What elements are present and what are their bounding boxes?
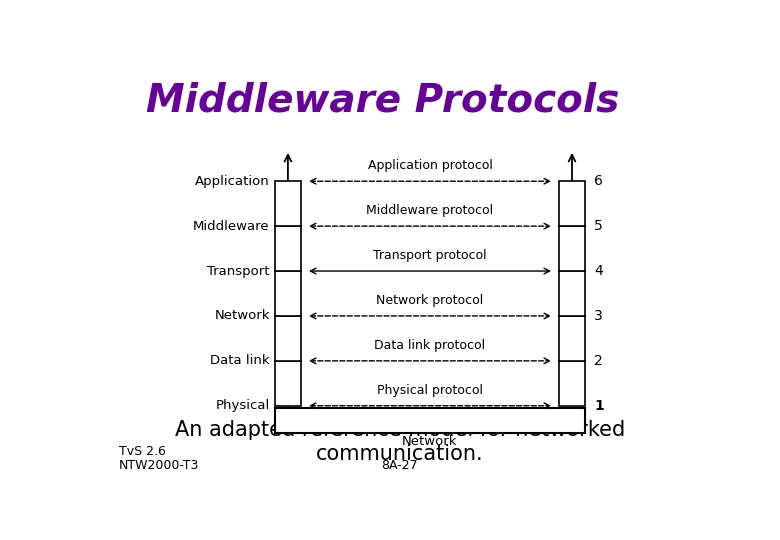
Text: Data link protocol: Data link protocol xyxy=(374,339,485,352)
Text: NTW2000-T3: NTW2000-T3 xyxy=(119,460,199,472)
Bar xyxy=(275,361,301,406)
Bar xyxy=(275,316,301,361)
Text: Physical protocol: Physical protocol xyxy=(377,383,483,396)
Bar xyxy=(558,316,585,361)
Text: 8A-27: 8A-27 xyxy=(381,460,418,472)
Text: 2: 2 xyxy=(594,354,603,368)
Text: Middleware Protocols: Middleware Protocols xyxy=(146,82,619,119)
Bar xyxy=(558,271,585,316)
Text: TvS 2.6: TvS 2.6 xyxy=(119,445,165,458)
Text: 6: 6 xyxy=(594,174,603,188)
Bar xyxy=(275,181,301,226)
Text: Network: Network xyxy=(402,435,458,448)
Text: Network: Network xyxy=(215,309,270,322)
Text: Data link: Data link xyxy=(210,354,270,367)
Text: Physical: Physical xyxy=(215,399,270,412)
Text: Application protocol: Application protocol xyxy=(367,159,492,172)
Text: 5: 5 xyxy=(594,219,603,233)
Bar xyxy=(558,226,585,271)
Bar xyxy=(558,361,585,406)
Text: Middleware: Middleware xyxy=(193,220,270,233)
Text: Application: Application xyxy=(195,175,270,188)
Text: Middleware protocol: Middleware protocol xyxy=(367,204,494,217)
Text: 3: 3 xyxy=(594,309,603,323)
Bar xyxy=(275,271,301,316)
Bar xyxy=(275,226,301,271)
Text: 4: 4 xyxy=(594,264,603,278)
Text: Transport: Transport xyxy=(207,265,270,278)
Bar xyxy=(558,181,585,226)
Text: Transport protocol: Transport protocol xyxy=(373,249,487,262)
Text: An adapted reference model for networked
communication.: An adapted reference model for networked… xyxy=(175,420,625,463)
Bar xyxy=(275,408,585,433)
Text: Network protocol: Network protocol xyxy=(377,294,484,307)
Text: 1: 1 xyxy=(594,399,604,413)
